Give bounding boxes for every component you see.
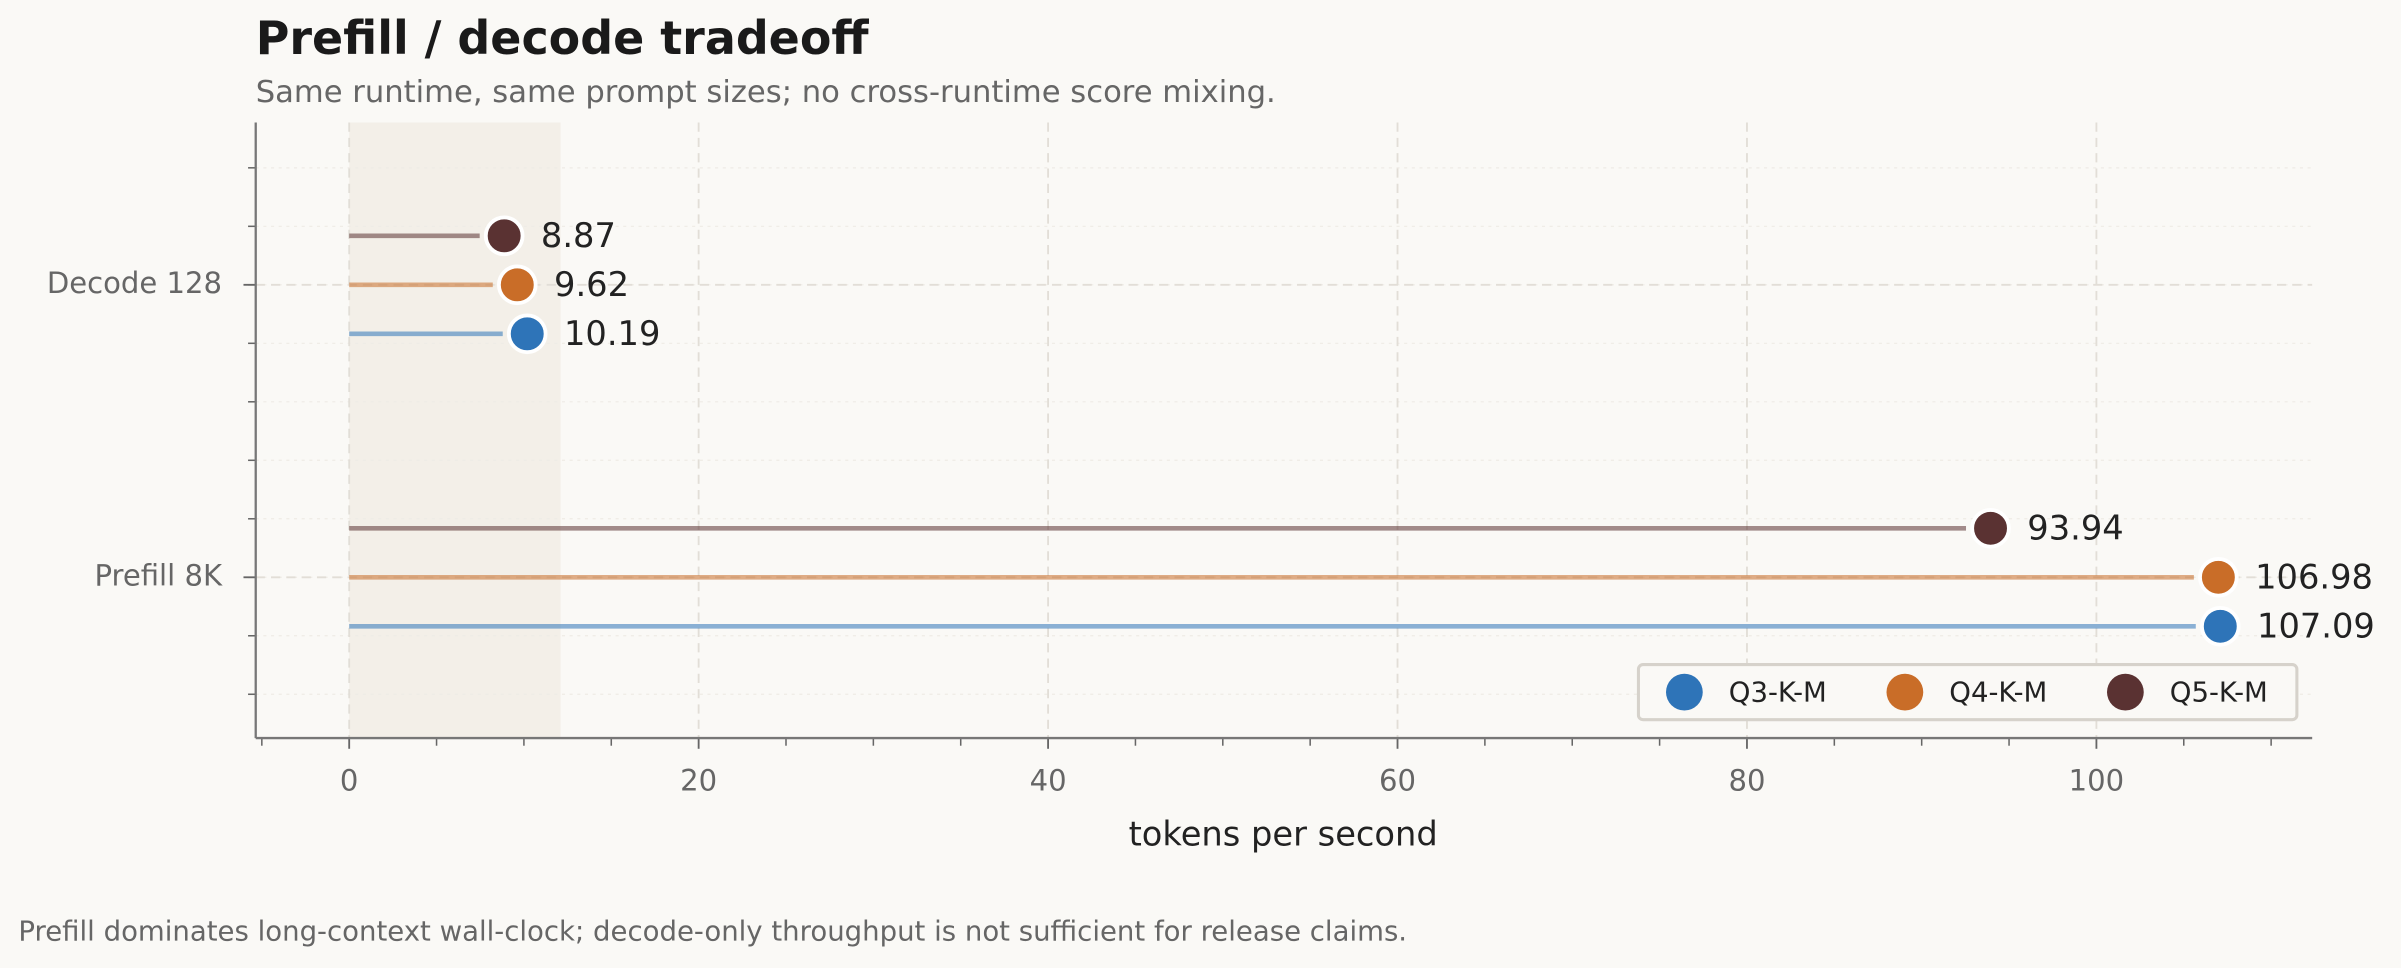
dot: [2198, 556, 2239, 598]
dot: [1970, 507, 2011, 549]
highlight-band: [349, 122, 561, 739]
x-axis-label: tokens per second: [1129, 815, 1438, 854]
legend-label: Q5-K-M: [2170, 677, 2268, 709]
value-label: 8.87: [541, 216, 616, 255]
x-tick-label: 20: [680, 763, 717, 797]
value-label: 106.98: [2255, 557, 2373, 596]
legend-marker: [1666, 673, 1703, 711]
dot: [506, 313, 548, 355]
legend-label: Q4-K-M: [1949, 677, 2047, 709]
chart-body: Prefill / decode tradeoff Same runtime, …: [18, 11, 2374, 948]
value-label: 10.19: [564, 314, 660, 353]
value-label: 9.62: [554, 265, 629, 304]
value-label: 93.94: [2027, 508, 2123, 547]
value-label: 107.09: [2257, 606, 2375, 645]
x-tick-label: 60: [1379, 763, 1416, 797]
legend-label: Q3-K-M: [1729, 677, 1827, 709]
x-tick-label: 0: [340, 763, 359, 797]
legend-marker: [2107, 673, 2144, 711]
x-tick-label: 40: [1030, 763, 1067, 797]
y-tick-label: Prefill 8K: [95, 558, 223, 592]
dot: [2199, 605, 2241, 647]
legend-marker: [1886, 673, 1924, 711]
y-tick-label: Decode 128: [47, 266, 222, 300]
legend: Q3-K-M Q4-K-M Q5-K-M: [1636, 663, 2299, 722]
x-tick-label: 100: [2069, 763, 2125, 797]
dot: [496, 264, 538, 306]
footnote: Prefill dominates long-context wall-cloc…: [18, 916, 1407, 948]
dot: [483, 215, 525, 257]
chart-subtitle: Same runtime, same prompt sizes; no cros…: [256, 75, 1276, 110]
x-tick-label: 80: [1728, 763, 1765, 797]
chart-title: Prefill / decode tradeoff: [256, 11, 870, 65]
